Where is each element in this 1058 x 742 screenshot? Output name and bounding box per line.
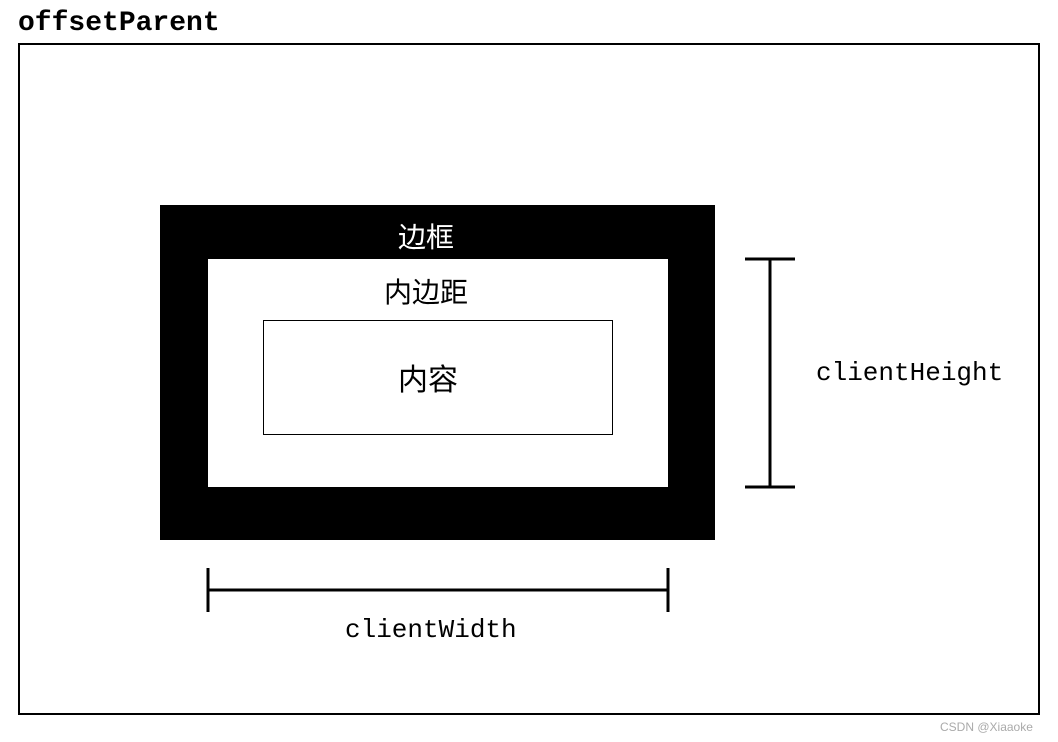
- title-offsetparent: offsetParent: [18, 8, 220, 39]
- clientwidth-label: clientWidth: [345, 615, 517, 645]
- watermark: CSDN @Xiaaoke: [940, 720, 1033, 734]
- clientwidth-bracket: [204, 564, 672, 616]
- clientheight-label: clientHeight: [816, 358, 1003, 388]
- clientheight-bracket: [741, 255, 799, 491]
- label-padding: 内边距: [384, 271, 468, 311]
- label-border: 边框: [398, 216, 454, 256]
- label-content: 内容: [398, 355, 458, 399]
